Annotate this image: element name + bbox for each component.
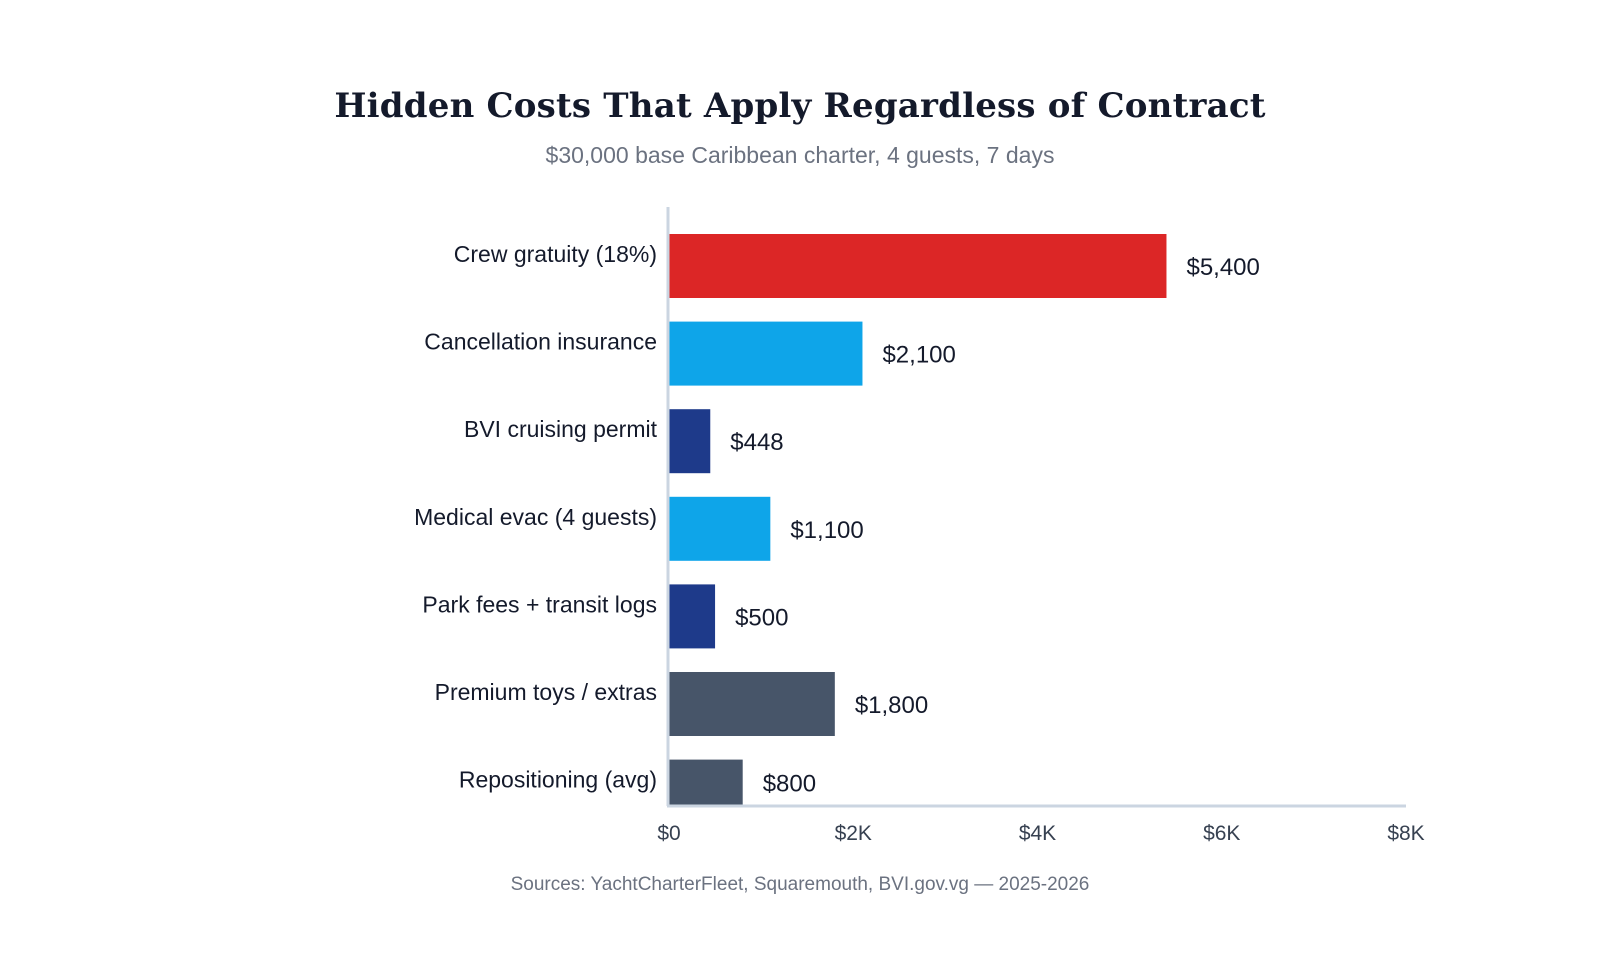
bar-0: [669, 234, 1167, 298]
value-label-2: $448: [730, 429, 783, 456]
value-label-6: $800: [763, 770, 816, 797]
bar-3: [669, 496, 771, 561]
x-tick-label-0: $0: [657, 822, 680, 845]
bar-2: [669, 409, 711, 474]
x-tick-label-2: $4K: [1019, 822, 1056, 845]
value-label-5: $1,800: [855, 692, 928, 719]
x-tick-label-1: $2K: [835, 822, 872, 845]
category-label-5: Premium toys / extras: [435, 679, 657, 705]
chart-source-note: Sources: YachtCharterFleet, Squaremouth,…: [510, 874, 1090, 895]
value-label-3: $1,100: [790, 517, 863, 544]
chart-title: Hidden Costs That Apply Regardless of Co…: [334, 86, 1266, 126]
category-label-0: Crew gratuity (18%): [454, 241, 657, 267]
chart-subtitle: $30,000 base Caribbean charter, 4 guests…: [545, 142, 1055, 168]
bar-6: [669, 759, 743, 805]
bar-1: [669, 321, 863, 386]
x-tick-label-3: $6K: [1203, 822, 1240, 845]
x-axis: $0 $2K $4K $6K $8K: [657, 207, 1425, 845]
value-label-0: $5,400: [1186, 254, 1259, 281]
x-tick-label-4: $8K: [1387, 822, 1424, 845]
bars-layer: [669, 234, 1167, 805]
value-labels-layer: $5,400 $2,100 $448 $1,100 $500 $1,800 $800: [730, 254, 1260, 797]
category-label-6: Repositioning (avg): [459, 767, 657, 793]
category-label-3: Medical evac (4 guests): [414, 504, 657, 530]
category-label-2: BVI cruising permit: [464, 416, 658, 442]
category-label-4: Park fees + transit logs: [422, 591, 657, 617]
value-label-4: $500: [735, 604, 788, 631]
bar-4: [669, 584, 716, 649]
category-label-1: Cancellation insurance: [424, 329, 657, 355]
bar-5: [669, 672, 835, 736]
value-label-1: $2,100: [882, 342, 955, 369]
category-labels-layer: Crew gratuity (18%) Cancellation insuranc…: [414, 241, 657, 793]
